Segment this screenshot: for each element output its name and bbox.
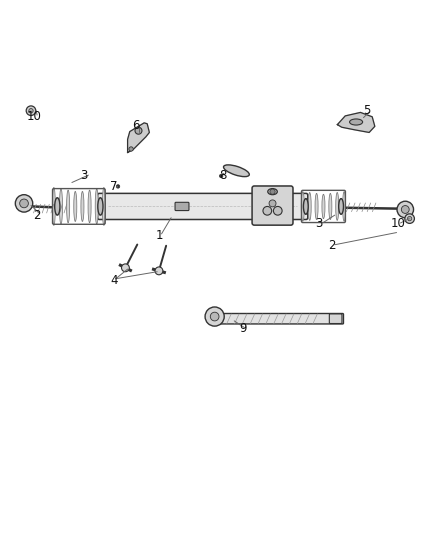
Circle shape <box>15 195 33 212</box>
Ellipse shape <box>336 192 339 220</box>
Ellipse shape <box>322 194 325 219</box>
Circle shape <box>401 206 409 213</box>
Ellipse shape <box>102 188 106 225</box>
Ellipse shape <box>343 192 346 221</box>
Text: 6: 6 <box>133 118 140 132</box>
Ellipse shape <box>88 190 91 223</box>
Ellipse shape <box>329 193 332 220</box>
Ellipse shape <box>98 198 103 215</box>
Circle shape <box>407 216 412 221</box>
Circle shape <box>269 200 276 207</box>
Text: 10: 10 <box>391 217 406 230</box>
Circle shape <box>405 214 414 223</box>
Text: 1: 1 <box>155 229 162 241</box>
FancyBboxPatch shape <box>98 193 308 220</box>
Text: 3: 3 <box>81 169 88 182</box>
Ellipse shape <box>67 190 70 223</box>
Circle shape <box>135 127 142 134</box>
Text: 8: 8 <box>220 169 227 182</box>
Text: 10: 10 <box>27 110 42 123</box>
FancyBboxPatch shape <box>175 203 189 211</box>
Circle shape <box>205 307 224 326</box>
FancyBboxPatch shape <box>252 186 293 225</box>
Circle shape <box>263 206 272 215</box>
Ellipse shape <box>74 191 77 221</box>
Ellipse shape <box>223 165 249 176</box>
Text: 9: 9 <box>239 322 247 335</box>
Ellipse shape <box>55 198 60 215</box>
Text: 3: 3 <box>315 217 323 230</box>
Text: 4: 4 <box>110 274 117 287</box>
Ellipse shape <box>81 191 84 221</box>
Circle shape <box>219 174 223 177</box>
Text: 5: 5 <box>363 104 371 117</box>
Circle shape <box>29 109 33 113</box>
Circle shape <box>129 147 133 151</box>
Circle shape <box>210 312 219 321</box>
Circle shape <box>155 267 163 275</box>
FancyBboxPatch shape <box>329 314 342 324</box>
Text: 7: 7 <box>110 180 117 193</box>
Ellipse shape <box>304 199 308 214</box>
Circle shape <box>20 199 28 208</box>
Polygon shape <box>337 112 375 133</box>
Polygon shape <box>127 123 149 152</box>
Circle shape <box>121 264 129 272</box>
Ellipse shape <box>60 189 63 224</box>
Text: 2: 2 <box>328 239 336 252</box>
Circle shape <box>26 106 36 116</box>
Ellipse shape <box>339 199 343 214</box>
Ellipse shape <box>301 192 304 221</box>
Circle shape <box>273 206 282 215</box>
FancyBboxPatch shape <box>220 313 343 324</box>
Ellipse shape <box>308 192 311 220</box>
Ellipse shape <box>52 188 55 225</box>
Ellipse shape <box>95 189 98 224</box>
Circle shape <box>116 184 120 188</box>
Ellipse shape <box>268 189 277 195</box>
Ellipse shape <box>350 119 363 125</box>
Text: 2: 2 <box>33 208 41 222</box>
Circle shape <box>270 189 275 194</box>
Ellipse shape <box>315 193 318 220</box>
Circle shape <box>397 201 413 218</box>
